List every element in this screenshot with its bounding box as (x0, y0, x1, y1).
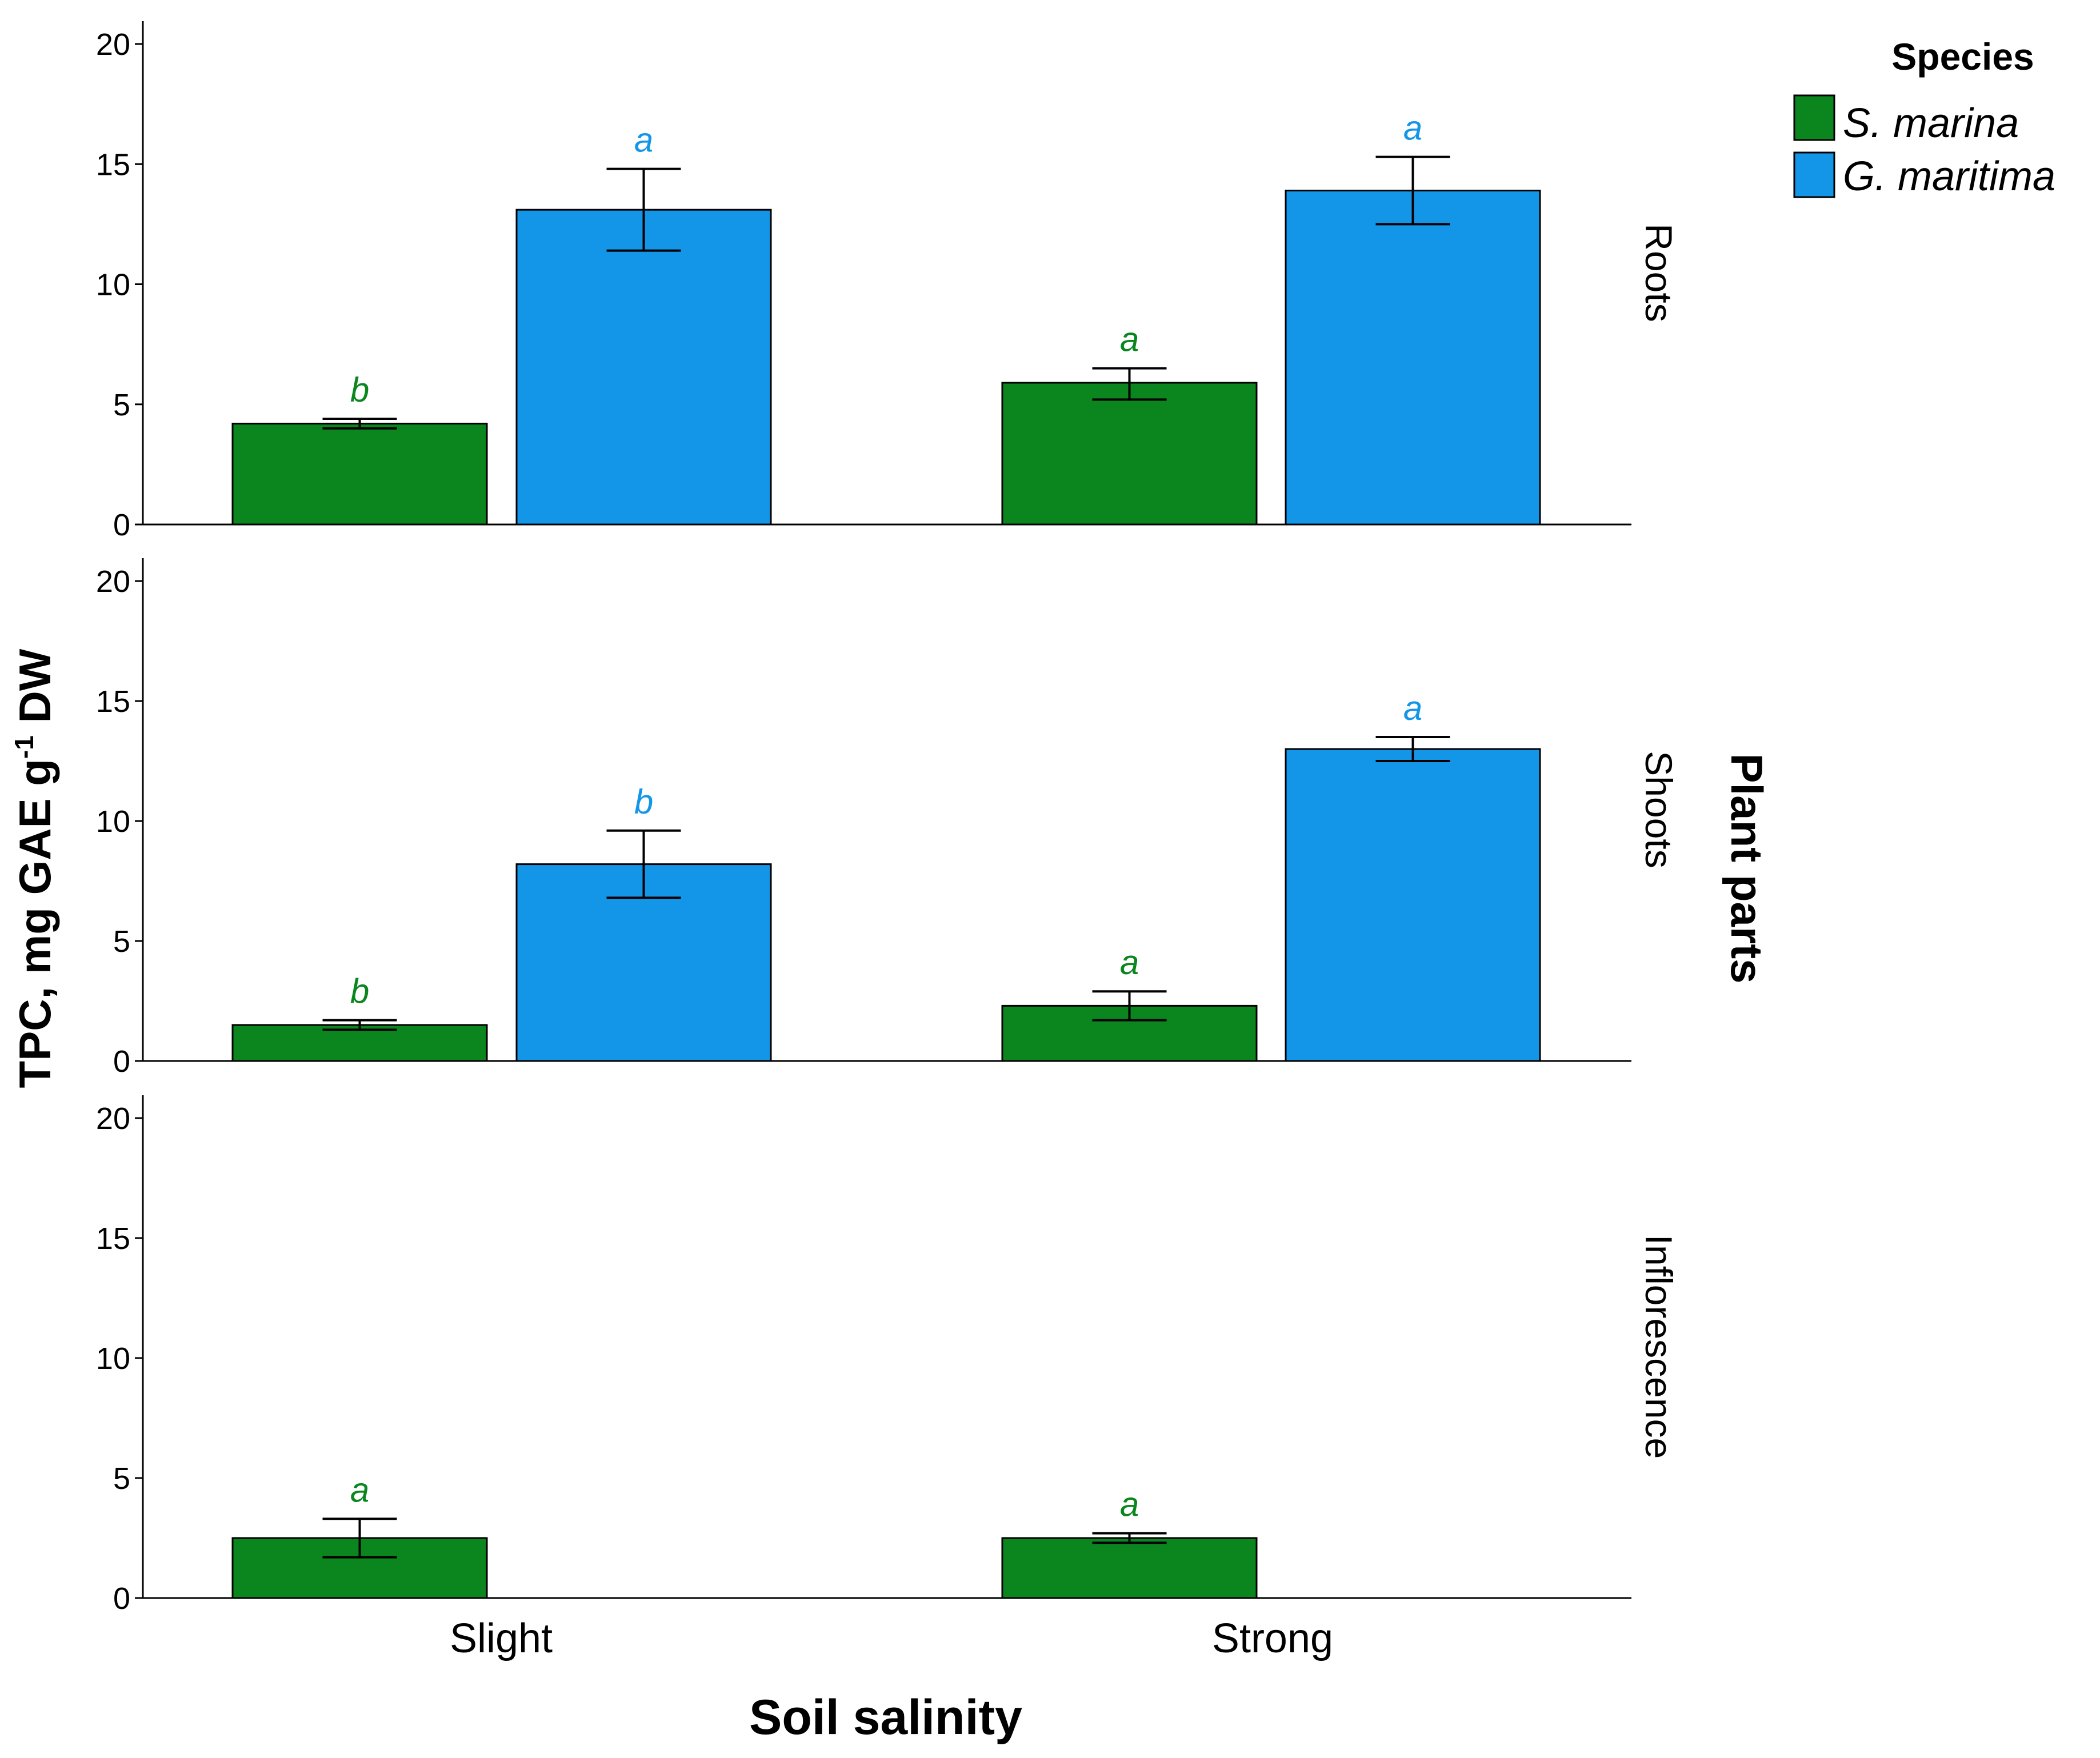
x-tick-label-strong: Strong (1212, 1616, 1333, 1661)
y-tick-label: 0 (113, 508, 130, 542)
legend-label-s-marina: S. marina (1843, 101, 2019, 146)
significance-letter: a (1403, 689, 1422, 727)
legend-swatch-s-marina (1793, 94, 1835, 141)
facet-label-roots: Roots (1638, 223, 1680, 322)
legend-swatch-g-maritima (1793, 151, 1835, 198)
y-tick-label: 5 (113, 924, 130, 959)
legend-title: Species (1891, 35, 2034, 78)
x-tick-label-slight: Slight (450, 1616, 553, 1661)
y-tick-label: 15 (96, 147, 130, 182)
panel-roots: 0 5 10 15 20 Roots b a a a (96, 21, 1680, 542)
y-tick-label: 15 (96, 1222, 130, 1256)
facet-label-inflorescence: Inflorescence (1638, 1235, 1680, 1459)
y-tick-label: 20 (96, 564, 130, 599)
significance-letter: b (350, 371, 369, 409)
bar-s-marina-strong (1001, 1537, 1258, 1599)
y-tick-label: 0 (113, 1044, 130, 1079)
y-tick-label: 10 (96, 804, 130, 839)
y-tick-label: 5 (113, 388, 130, 422)
facet-title: Plant parts (1722, 753, 1772, 983)
significance-letter: a (350, 1471, 369, 1509)
y-tick-label: 10 (96, 268, 130, 302)
bar-s-marina-slight (231, 422, 488, 526)
y-axis-title: TPC, mg GAE g-1 DW (9, 648, 60, 1088)
bar-g-maritima-slight (515, 209, 772, 526)
legend: Species S. marina G. maritima (1793, 35, 2055, 199)
bar-s-marina-strong (1001, 382, 1258, 526)
y-tick-label: 20 (96, 1102, 130, 1136)
significance-letter: a (634, 121, 653, 159)
significance-letter: a (1403, 109, 1422, 147)
y-tick-label: 10 (96, 1341, 130, 1376)
facet-label-shoots: Shoots (1638, 751, 1680, 868)
significance-letter: a (1120, 321, 1139, 359)
significance-letter: b (634, 783, 653, 821)
significance-letter: a (1120, 943, 1139, 982)
y-tick-label: 0 (113, 1581, 130, 1616)
y-tick-label: 15 (96, 684, 130, 719)
y-tick-label: 5 (113, 1461, 130, 1496)
bar-g-maritima-strong (1285, 748, 1541, 1062)
bar-g-maritima-strong (1285, 190, 1541, 526)
significance-letter: a (1120, 1485, 1139, 1524)
panel-inflorescence: 0 5 10 15 20 Inflorescence a a Slight Strong (96, 1095, 1680, 1661)
y-tick-label: 20 (96, 27, 130, 62)
facet-panels: 0 5 10 15 20 Roots b a a a 0 5 10 15 20 Shoots b b a a 0 5 10 1… (96, 21, 1680, 1661)
panel-shoots: 0 5 10 15 20 Shoots b b a a (96, 558, 1680, 1079)
significance-letter: b (350, 972, 369, 1011)
legend-label-g-maritima: G. maritima (1843, 154, 2055, 199)
x-axis-title: Soil salinity (749, 1690, 1022, 1745)
bar-s-marina-slight (231, 1024, 488, 1062)
